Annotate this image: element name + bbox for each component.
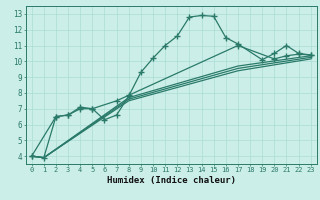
X-axis label: Humidex (Indice chaleur): Humidex (Indice chaleur) <box>107 176 236 185</box>
